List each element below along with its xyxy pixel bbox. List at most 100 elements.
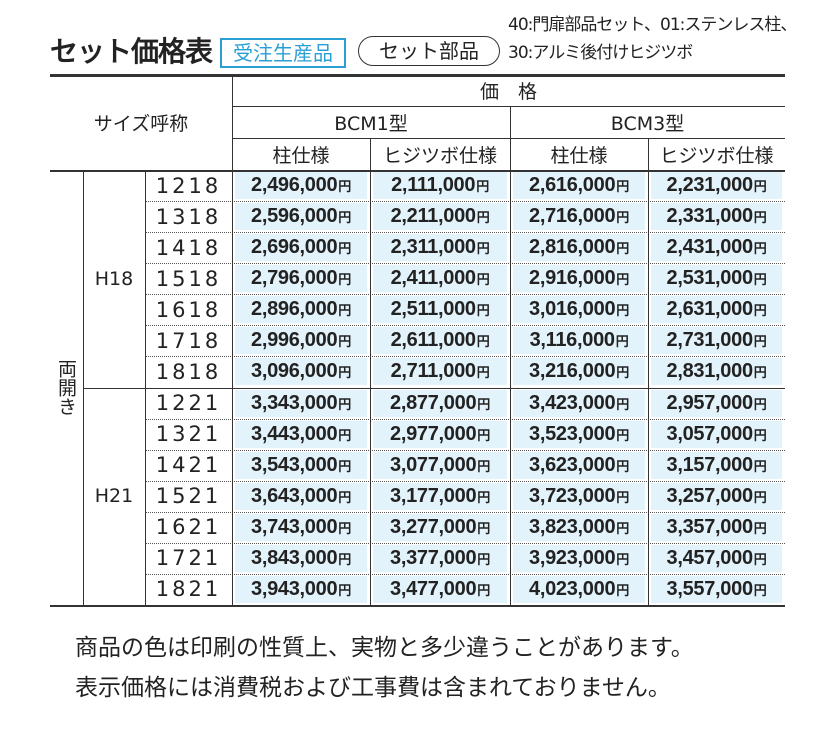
- row-line: [145, 201, 785, 203]
- price: 3,477,000 円: [373, 575, 507, 603]
- size-code: 1721: [155, 546, 222, 571]
- price: 3,843,000 円: [235, 544, 367, 572]
- size-code: 1418: [155, 235, 222, 260]
- size-code: 1521: [155, 484, 222, 509]
- h-rule: [50, 74, 785, 77]
- price: 2,916,000 円: [513, 265, 645, 293]
- row-line: [145, 480, 785, 482]
- price: 2,211,000 円: [373, 203, 507, 231]
- footnote: 商品の色は印刷の性質上、実物と多少違うことがあります。: [75, 635, 694, 661]
- row-line: [145, 449, 785, 451]
- side-label: 両開き: [55, 359, 77, 416]
- sub-header: 柱仕様: [272, 144, 330, 167]
- size-code: 1718: [155, 328, 222, 353]
- row-line: [145, 542, 785, 544]
- price: 3,743,000 円: [235, 513, 367, 541]
- group-label: H18: [94, 267, 134, 290]
- price: 2,111,000 円: [373, 172, 507, 200]
- price: 3,943,000 円: [235, 575, 367, 603]
- row-line: [145, 325, 785, 327]
- h-rule: [50, 605, 785, 607]
- size-code: 1421: [155, 453, 222, 478]
- price: 3,257,000 円: [651, 482, 782, 510]
- price: 3,216,000 円: [513, 358, 645, 386]
- note: 30:アルミ後付けヒジツボ: [508, 43, 693, 63]
- v-rule: [510, 106, 511, 605]
- price: 2,611,000 円: [373, 327, 507, 355]
- row-line: [145, 232, 785, 234]
- price: 3,343,000 円: [235, 389, 367, 417]
- row-line: [145, 263, 785, 265]
- size-code: 1821: [155, 577, 222, 602]
- set-label: セット部品: [358, 36, 500, 66]
- footnote: 表示価格には消費税および工事費は含まれておりません。: [75, 675, 671, 701]
- price: 2,877,000 円: [373, 389, 507, 417]
- price: 2,996,000 円: [235, 327, 367, 355]
- price: 4,023,000 円: [513, 575, 645, 603]
- price: 2,231,000 円: [651, 172, 782, 200]
- v-rule: [232, 75, 233, 605]
- price: 2,311,000 円: [373, 234, 507, 262]
- size-code: 1618: [155, 297, 222, 322]
- v-rule: [648, 138, 649, 605]
- group-line: [83, 387, 785, 389]
- price: 2,411,000 円: [373, 265, 507, 293]
- row-line: [145, 511, 785, 513]
- group-label: H21: [94, 485, 134, 508]
- price: 3,523,000 円: [513, 420, 645, 448]
- price: 3,377,000 円: [373, 544, 507, 572]
- price: 3,623,000 円: [513, 451, 645, 479]
- row-line: [145, 418, 785, 420]
- price: 3,823,000 円: [513, 513, 645, 541]
- price: 2,957,000 円: [651, 389, 782, 417]
- price: 2,331,000 円: [651, 203, 782, 231]
- price: 2,731,000 円: [651, 327, 782, 355]
- size-code: 1221: [155, 391, 222, 416]
- price: 3,057,000 円: [651, 420, 782, 448]
- price: 3,357,000 円: [651, 513, 782, 541]
- price: 3,643,000 円: [235, 482, 367, 510]
- sub-header: ヒジツボ仕様: [659, 144, 774, 167]
- size-header: サイズ呼称: [93, 113, 189, 135]
- price: 2,831,000 円: [651, 358, 782, 386]
- price: 3,457,000 円: [651, 544, 782, 572]
- price: 2,631,000 円: [651, 296, 782, 324]
- model-header: BCM1型: [334, 112, 408, 135]
- size-code: 1818: [155, 359, 222, 384]
- title: セット価格表: [50, 35, 213, 68]
- price: 3,423,000 円: [513, 389, 645, 417]
- row-line: [145, 356, 785, 358]
- model-header: BCM3型: [610, 112, 685, 135]
- h-rule: [232, 106, 785, 107]
- note: 40:門扉部品セット、01:ステンレス柱、: [508, 15, 797, 35]
- price: 2,816,000 円: [513, 234, 645, 262]
- price: 2,596,000 円: [235, 203, 367, 231]
- price: 3,923,000 円: [513, 544, 645, 572]
- price: 3,077,000 円: [373, 451, 507, 479]
- price: 3,543,000 円: [235, 451, 367, 479]
- badge: 受注生産品: [220, 38, 346, 68]
- price: 2,696,000 円: [235, 234, 367, 262]
- price: 2,511,000 円: [373, 296, 507, 324]
- price: 3,157,000 円: [651, 451, 782, 479]
- sub-header: 柱仕様: [550, 144, 608, 167]
- price: 3,443,000 円: [235, 420, 367, 448]
- v-rule: [83, 170, 84, 605]
- price: 2,616,000 円: [513, 172, 645, 200]
- price: 2,431,000 円: [651, 234, 782, 262]
- sub-header: ヒジツボ仕様: [382, 144, 497, 167]
- size-code: 1218: [155, 173, 222, 198]
- price: 3,177,000 円: [373, 482, 507, 510]
- price: 2,496,000 円: [235, 172, 367, 200]
- price: 3,557,000 円: [651, 575, 782, 603]
- price: 2,716,000 円: [513, 203, 645, 231]
- size-code: 1518: [155, 266, 222, 291]
- v-rule: [145, 170, 146, 605]
- price-header: 価 格: [479, 81, 537, 103]
- price: 2,531,000 円: [651, 265, 782, 293]
- v-rule: [370, 138, 371, 605]
- price: 2,977,000 円: [373, 420, 507, 448]
- price: 3,723,000 円: [513, 482, 645, 510]
- size-code: 1621: [155, 515, 222, 540]
- price: 3,116,000 円: [513, 327, 645, 355]
